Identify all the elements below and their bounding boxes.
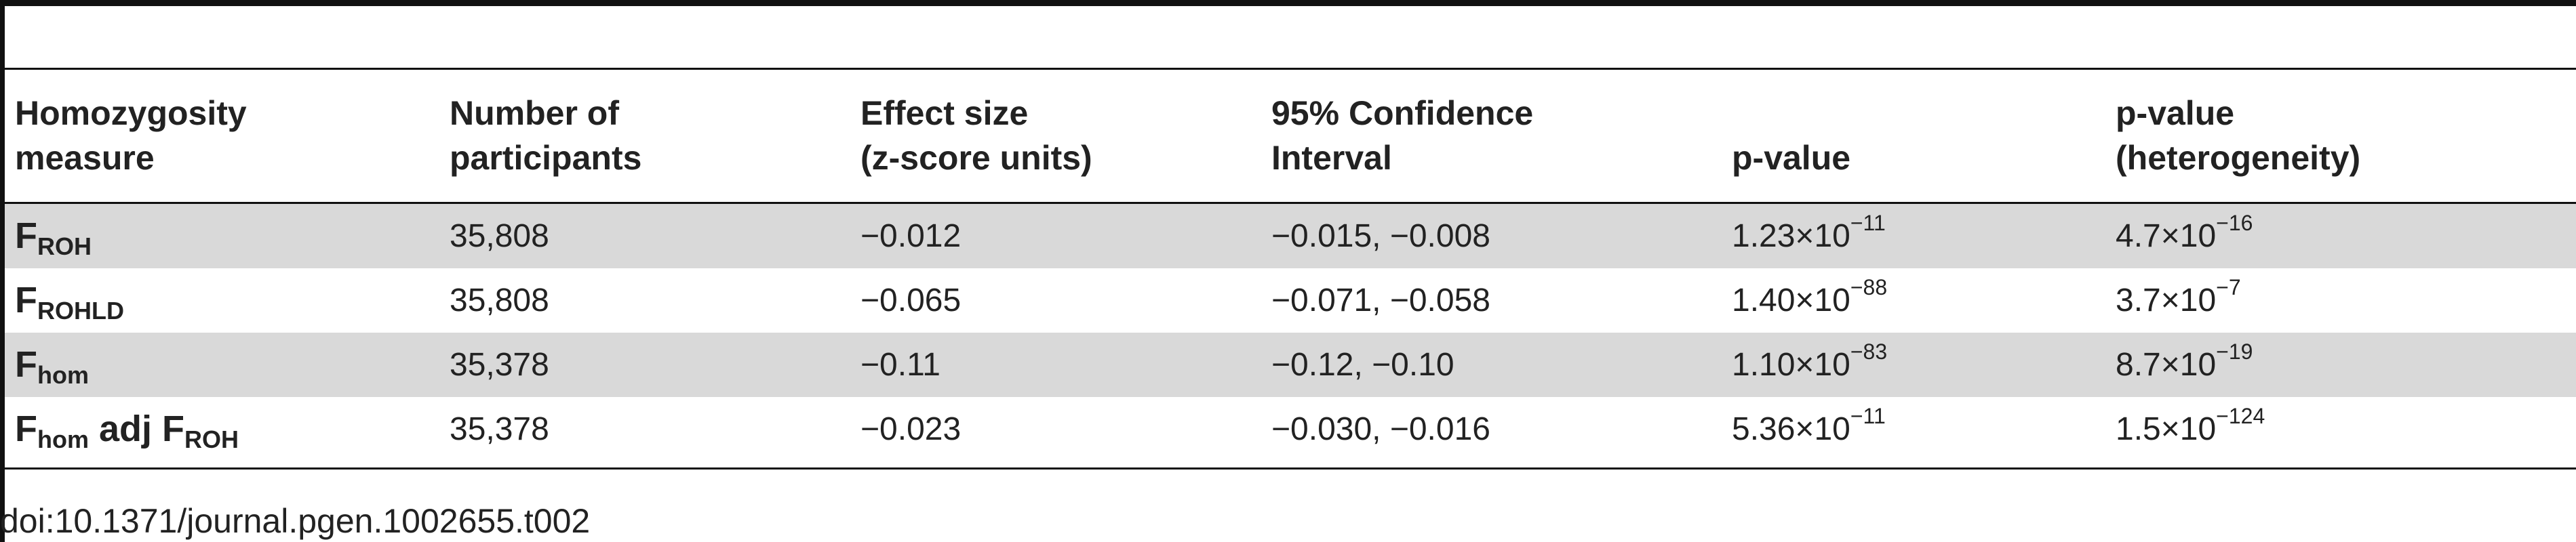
measure-cell: Fhom adj FROH <box>15 409 239 453</box>
measure-cell: FROHLD <box>15 280 124 325</box>
p-value-heterogeneity-cell: 8.7×10−19 <box>2116 339 2253 383</box>
header-number-of-participants: Number of participants <box>450 94 642 177</box>
confidence-interval-cell: −0.071, −0.058 <box>1271 283 1490 318</box>
header-homozygosity-measure: Homozygosity measure <box>15 94 247 177</box>
confidence-interval-cell: −0.12, −0.10 <box>1271 347 1454 383</box>
p-value-cell: 1.40×10−88 <box>1732 275 1888 318</box>
header-confidence-interval: 95% Confidence Interval <box>1271 94 1534 177</box>
effect-size-cell: −0.11 <box>860 347 940 383</box>
table-bottom-rule <box>0 467 2576 470</box>
top-border-rule <box>0 0 2576 6</box>
participants-cell: 35,378 <box>450 411 549 447</box>
table-row: FROH 35,808 −0.012 −0.015, −0.008 1.23×1… <box>5 204 2576 268</box>
p-value-heterogeneity-cell: 1.5×10−124 <box>2116 404 2265 447</box>
participants-cell: 35,808 <box>450 218 549 254</box>
header-p-value: p-value <box>1732 139 1851 177</box>
effect-size-cell: −0.023 <box>860 411 962 447</box>
participants-cell: 35,808 <box>450 283 549 318</box>
table-row: Fhom 35,378 −0.11 −0.12, −0.10 1.10×10−8… <box>5 333 2576 397</box>
header-effect-size: Effect size (z-score units) <box>860 94 1092 177</box>
measure-cell: FROH <box>15 215 92 260</box>
header-top-rule <box>0 68 2576 70</box>
header-bottom-rule <box>0 202 2576 204</box>
effect-size-cell: −0.012 <box>860 218 962 254</box>
p-value-cell: 1.23×10−11 <box>1732 211 1886 254</box>
confidence-interval-cell: −0.030, −0.016 <box>1271 411 1490 447</box>
doi-caption: doi:10.1371/journal.pgen.1002655.t002 <box>0 502 591 540</box>
p-value-cell: 1.10×10−83 <box>1732 339 1888 383</box>
p-value-heterogeneity-cell: 3.7×10−7 <box>2116 275 2241 318</box>
header-p-value-heterogeneity: p-value (heterogeneity) <box>2116 94 2361 177</box>
effect-size-cell: −0.065 <box>860 283 962 318</box>
p-value-heterogeneity-cell: 4.7×10−16 <box>2116 211 2253 254</box>
p-value-cell: 5.36×10−11 <box>1732 404 1886 447</box>
confidence-interval-cell: −0.015, −0.008 <box>1271 218 1490 254</box>
left-border-rule <box>0 0 5 542</box>
measure-cell: Fhom <box>15 344 89 389</box>
participants-cell: 35,378 <box>450 347 549 383</box>
table-row: Fhom adj FROH 35,378 −0.023 −0.030, −0.0… <box>5 397 2576 461</box>
table-row: FROHLD 35,808 −0.065 −0.071, −0.058 1.40… <box>5 268 2576 333</box>
